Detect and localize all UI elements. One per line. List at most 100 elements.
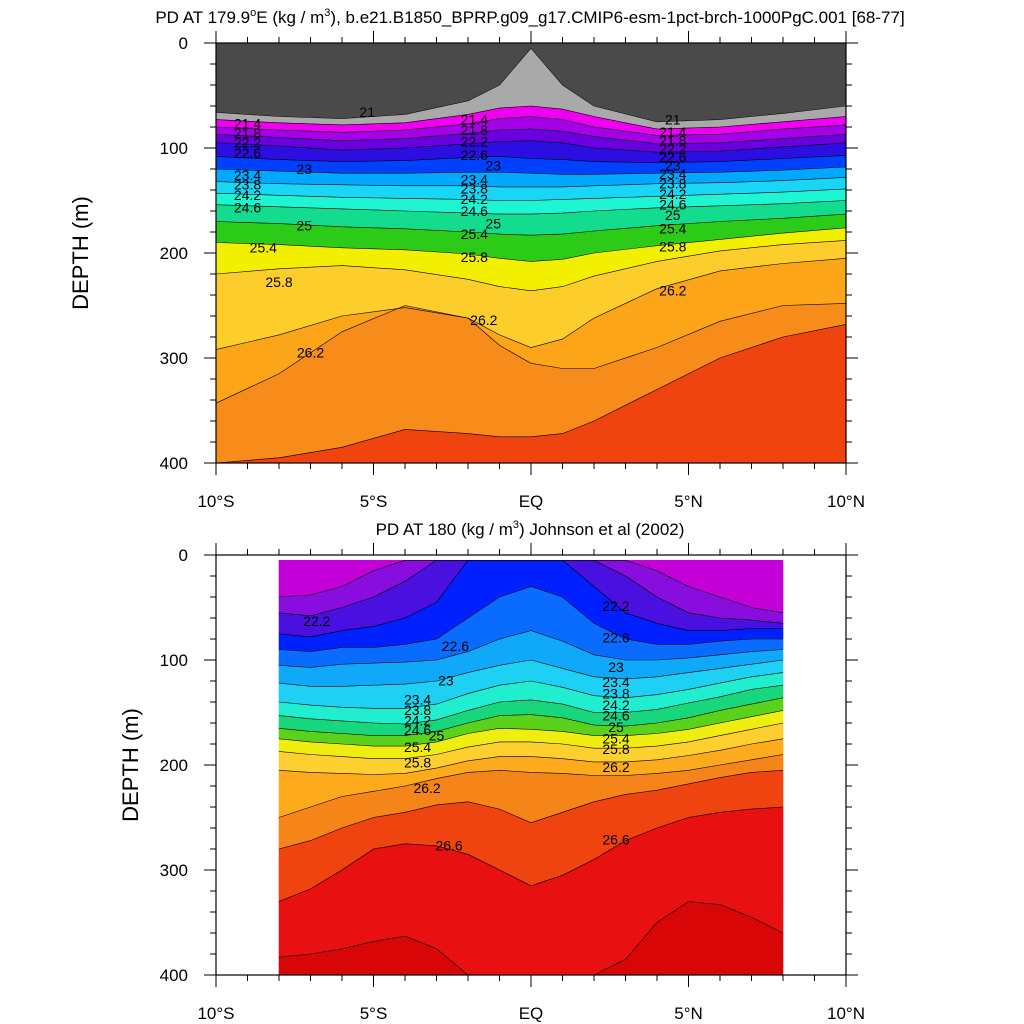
y-tick-label: 300 (160, 349, 188, 368)
contour-label: 26.2 (297, 345, 324, 361)
contour-label: 21.4 (659, 124, 686, 140)
contour-label: 23 (438, 673, 454, 689)
contour-label: 25 (296, 218, 312, 234)
contour-label: 21.4 (461, 111, 488, 127)
contour-label: 26.2 (602, 759, 629, 775)
contour-label: 26.6 (602, 831, 629, 847)
contour-label: 26.2 (413, 780, 440, 796)
contour-line-23.4 (215, 166, 847, 175)
contour-label: 23.8 (234, 177, 261, 193)
contour-line-21.8 (215, 116, 847, 136)
contour-line-26.2 (278, 754, 784, 818)
contour-label: 25.4 (404, 739, 431, 755)
x-tick-label: 5°S (360, 492, 388, 511)
contour-label: 25 (485, 215, 501, 231)
contour-line-24.6 (215, 200, 847, 215)
contour-label: 23.4 (602, 674, 629, 690)
contour-label: 26.6 (435, 838, 462, 854)
contour-label: 24.2 (461, 191, 488, 207)
contour-line-25 (215, 213, 847, 236)
y-tick-label: 0 (179, 34, 188, 53)
contour-line-22.2 (215, 128, 847, 145)
contour-label: 23.8 (659, 176, 686, 192)
contour-line-25.8 (278, 738, 784, 775)
contour-label: 25.8 (659, 239, 686, 255)
contour-line-21.4 (215, 105, 847, 130)
contour-line-24.2 (278, 684, 784, 725)
observed-panel-title: PD AT 180 (kg / m3) Johnson et al (2002) (376, 519, 685, 539)
observed-filled-contours (278, 559, 784, 976)
contour-label: 25.8 (461, 249, 488, 265)
contour-label: 22.6 (234, 145, 261, 161)
x-tick-label: 10°S (197, 492, 234, 511)
contour-label: 21.8 (461, 122, 488, 138)
contour-label: 25.4 (602, 731, 629, 747)
contour-line-23 (278, 630, 784, 668)
contour-line-27 (278, 806, 784, 902)
contour-line-26.6 (215, 303, 847, 404)
observed-y-axis-label: DEPTH (m) (118, 708, 143, 822)
contour-line-23.8 (278, 672, 784, 709)
contour-label: 23.8 (602, 685, 629, 701)
y-tick-label: 300 (160, 861, 188, 880)
observed-axis-ticks: 0 100 200 300 400 10°S 5°S EQ 5°N 10°N (160, 543, 865, 1023)
model-contour-panel: PD AT 179.9oE (kg / m3), b.e21.B1850_BPR… (68, 7, 905, 511)
x-tick-label: 10°N (827, 492, 865, 511)
contour-line-26.2 (215, 258, 847, 350)
model-y-axis-label: DEPTH (m) (68, 196, 93, 310)
contour-line-26.6 (278, 770, 784, 850)
contour-label: 22.2 (659, 141, 686, 157)
y-tick-label: 200 (160, 756, 188, 775)
y-tick-label: 400 (160, 454, 188, 473)
contour-line-23.8 (215, 177, 847, 188)
contour-label: 25.8 (404, 755, 431, 771)
contour-label: 22.2 (303, 613, 330, 629)
contour-label: 23.8 (404, 702, 431, 718)
contour-label: 22.6 (442, 638, 469, 654)
y-tick-label: 200 (160, 244, 188, 263)
x-tick-label: 5°N (674, 1004, 703, 1023)
contour-label: 24.2 (659, 186, 686, 202)
contour-label: 24.2 (602, 697, 629, 713)
contour-label: 26.2 (470, 312, 497, 328)
observed-contour-labels: 22.222.222.622.6232323.423.423.823.824.2… (303, 598, 630, 853)
contour-line-25.4 (278, 722, 784, 760)
contour-label: 25.8 (602, 741, 629, 757)
contour-label: 24.6 (461, 203, 488, 219)
contour-line-22.6 (215, 140, 847, 153)
contour-label: 23 (485, 158, 501, 174)
observed-contour-lines (278, 559, 784, 976)
contour-label: 22.6 (461, 147, 488, 163)
contour-label: 22.2 (602, 598, 629, 614)
model-axis-ticks: 0 100 200 300 400 10°S 5°S EQ 5°N 10°N (160, 31, 865, 511)
contour-label: 23.4 (234, 167, 261, 183)
contour-label: 24.6 (659, 197, 686, 213)
model-contour-lines (215, 47, 847, 464)
contour-line-21 (215, 47, 847, 123)
contour-line-22.2 (278, 559, 783, 638)
contour-line-22.6 (278, 586, 783, 652)
contour-label: 21.4 (234, 116, 261, 132)
contour-label: 23 (608, 659, 624, 675)
contour-label: 22.6 (659, 149, 686, 165)
x-tick-label: EQ (519, 1004, 544, 1023)
contour-label: 21 (359, 104, 375, 120)
contour-label: 21 (665, 111, 681, 127)
contour-label: 25.8 (265, 274, 292, 290)
contour-label: 25.4 (250, 240, 277, 256)
y-tick-label: 400 (160, 966, 188, 985)
x-tick-label: 10°S (197, 1004, 234, 1023)
y-tick-label: 0 (179, 546, 188, 565)
model-panel-title: PD AT 179.9oE (kg / m3), b.e21.B1850_BPR… (155, 7, 904, 27)
contour-label: 21.8 (234, 125, 261, 141)
contour-label: 25 (665, 207, 681, 223)
contour-line-23.4 (278, 659, 784, 687)
contour-line-25 (278, 710, 784, 747)
contour-label: 21.8 (659, 132, 686, 148)
contour-label: 22.6 (602, 630, 629, 646)
y-tick-label: 100 (160, 139, 188, 158)
x-tick-label: 5°S (360, 1004, 388, 1023)
contour-label: 25 (429, 727, 445, 743)
contour-label: 24.2 (234, 187, 261, 203)
